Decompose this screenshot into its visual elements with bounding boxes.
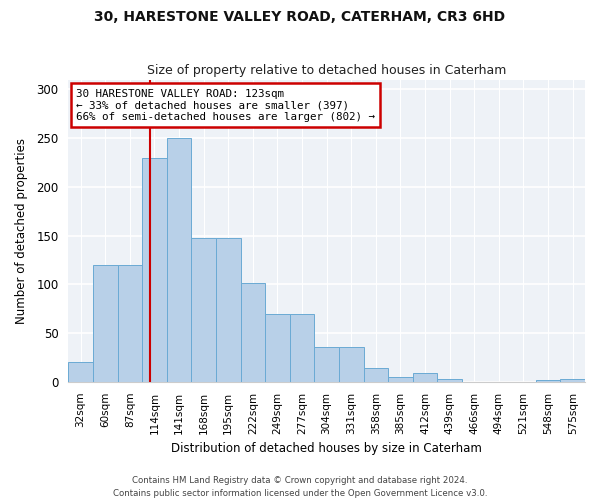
Bar <box>437 379 462 382</box>
Bar <box>339 346 364 382</box>
Bar <box>536 380 560 382</box>
Bar <box>314 346 339 382</box>
Bar <box>290 314 314 382</box>
Bar <box>118 265 142 382</box>
Bar <box>241 284 265 382</box>
Bar <box>68 362 93 382</box>
Bar <box>142 158 167 382</box>
Bar <box>93 265 118 382</box>
Title: Size of property relative to detached houses in Caterham: Size of property relative to detached ho… <box>147 64 506 77</box>
Bar <box>216 238 241 382</box>
Bar <box>191 238 216 382</box>
Text: 30, HARESTONE VALLEY ROAD, CATERHAM, CR3 6HD: 30, HARESTONE VALLEY ROAD, CATERHAM, CR3… <box>94 10 506 24</box>
Bar <box>560 379 585 382</box>
X-axis label: Distribution of detached houses by size in Caterham: Distribution of detached houses by size … <box>171 442 482 455</box>
Bar <box>413 373 437 382</box>
Text: 30 HARESTONE VALLEY ROAD: 123sqm
← 33% of detached houses are smaller (397)
66% : 30 HARESTONE VALLEY ROAD: 123sqm ← 33% o… <box>76 88 375 122</box>
Bar <box>265 314 290 382</box>
Bar <box>167 138 191 382</box>
Y-axis label: Number of detached properties: Number of detached properties <box>15 138 28 324</box>
Bar <box>388 377 413 382</box>
Text: Contains HM Land Registry data © Crown copyright and database right 2024.
Contai: Contains HM Land Registry data © Crown c… <box>113 476 487 498</box>
Bar <box>364 368 388 382</box>
